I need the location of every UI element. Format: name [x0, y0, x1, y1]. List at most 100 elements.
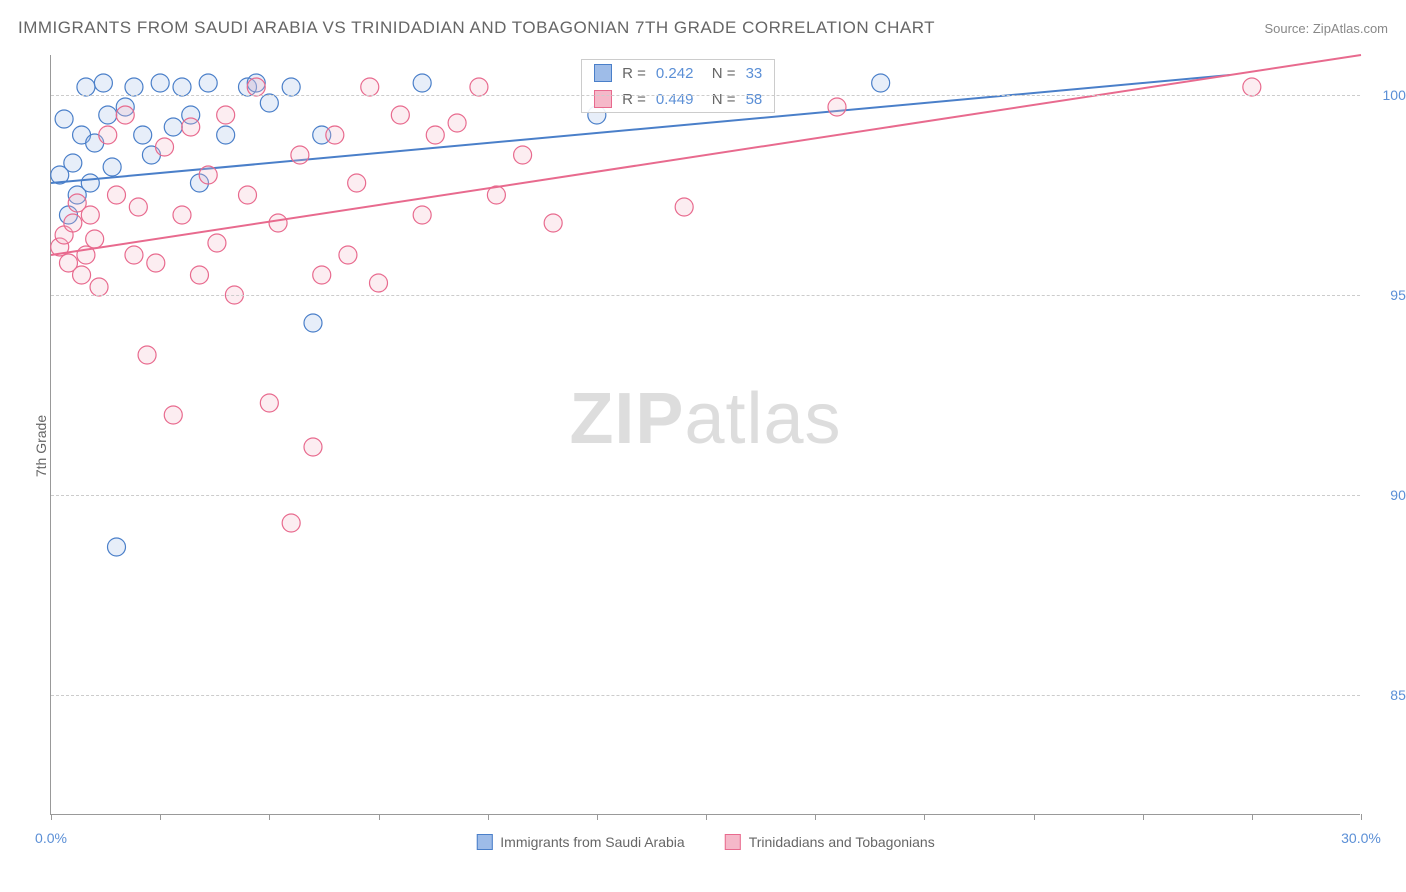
- data-point: [675, 198, 693, 216]
- stats-n-label: N =: [703, 65, 735, 82]
- data-point: [291, 146, 309, 164]
- data-point: [370, 274, 388, 292]
- ytick-label: 90.0%: [1370, 487, 1406, 503]
- data-point: [247, 78, 265, 96]
- data-point: [116, 106, 134, 124]
- stats-r-label: R =: [622, 65, 646, 82]
- data-point: [103, 158, 121, 176]
- xtick: [1361, 814, 1362, 820]
- data-point: [173, 78, 191, 96]
- data-point: [199, 166, 217, 184]
- data-point: [361, 78, 379, 96]
- data-point: [99, 106, 117, 124]
- data-point: [156, 138, 174, 156]
- plot-area: ZIPatlas R = 0.242 N = 33R = 0.449 N = 5…: [50, 55, 1360, 815]
- data-point: [77, 78, 95, 96]
- data-point: [182, 118, 200, 136]
- xtick-label: 30.0%: [1341, 830, 1381, 846]
- stats-r-value: 0.242: [656, 65, 694, 82]
- data-point: [1243, 78, 1261, 96]
- stats-n-label: N =: [703, 91, 735, 108]
- data-point: [217, 126, 235, 144]
- xtick: [269, 814, 270, 820]
- data-point: [147, 254, 165, 272]
- legend-swatch: [476, 834, 492, 850]
- data-point: [326, 126, 344, 144]
- legend-swatch: [725, 834, 741, 850]
- data-point: [514, 146, 532, 164]
- plot-svg: [51, 55, 1360, 814]
- xtick: [51, 814, 52, 820]
- xtick: [1143, 814, 1144, 820]
- xtick: [706, 814, 707, 820]
- data-point: [544, 214, 562, 232]
- data-point: [164, 406, 182, 424]
- stats-swatch: [594, 90, 612, 108]
- data-point: [151, 74, 169, 92]
- data-point: [125, 78, 143, 96]
- ytick-label: 95.0%: [1370, 287, 1406, 303]
- data-point: [73, 266, 91, 284]
- stats-row: R = 0.449 N = 58: [582, 86, 774, 112]
- data-point: [426, 126, 444, 144]
- xtick: [379, 814, 380, 820]
- legend-item: Trinidadians and Tobagonians: [725, 834, 935, 850]
- data-point: [199, 74, 217, 92]
- data-point: [108, 186, 126, 204]
- data-point: [64, 154, 82, 172]
- stats-row: R = 0.242 N = 33: [582, 60, 774, 86]
- xtick: [160, 814, 161, 820]
- gridline: [51, 495, 1360, 496]
- data-point: [260, 94, 278, 112]
- data-point: [260, 394, 278, 412]
- xtick: [597, 814, 598, 820]
- data-point: [55, 110, 73, 128]
- xtick: [924, 814, 925, 820]
- data-point: [269, 214, 287, 232]
- xtick-label: 0.0%: [35, 830, 67, 846]
- data-point: [828, 98, 846, 116]
- data-point: [282, 78, 300, 96]
- data-point: [138, 346, 156, 364]
- gridline: [51, 695, 1360, 696]
- stats-n-value: 33: [746, 65, 763, 82]
- data-point: [872, 74, 890, 92]
- data-point: [190, 266, 208, 284]
- data-point: [348, 174, 366, 192]
- legend-item: Immigrants from Saudi Arabia: [476, 834, 684, 850]
- data-point: [282, 514, 300, 532]
- data-point: [164, 118, 182, 136]
- ytick-label: 100.0%: [1370, 87, 1406, 103]
- data-point: [86, 230, 104, 248]
- xtick: [1252, 814, 1253, 820]
- data-point: [81, 206, 99, 224]
- source-label: Source: ZipAtlas.com: [1264, 21, 1388, 36]
- data-point: [134, 126, 152, 144]
- data-point: [413, 74, 431, 92]
- data-point: [448, 114, 466, 132]
- data-point: [339, 246, 357, 264]
- data-point: [173, 206, 191, 224]
- data-point: [129, 198, 147, 216]
- ytick-label: 85.0%: [1370, 687, 1406, 703]
- gridline: [51, 95, 1360, 96]
- data-point: [208, 234, 226, 252]
- xtick: [815, 814, 816, 820]
- data-point: [81, 174, 99, 192]
- data-point: [94, 74, 112, 92]
- data-point: [108, 538, 126, 556]
- data-point: [99, 126, 117, 144]
- xtick: [488, 814, 489, 820]
- stats-legend-box: R = 0.242 N = 33R = 0.449 N = 58: [581, 59, 775, 113]
- data-point: [313, 266, 331, 284]
- xtick: [1034, 814, 1035, 820]
- data-point: [217, 106, 235, 124]
- stats-n-value: 58: [746, 91, 763, 108]
- data-point: [239, 186, 257, 204]
- legend-label: Trinidadians and Tobagonians: [749, 834, 935, 850]
- stats-swatch: [594, 64, 612, 82]
- bottom-legend: Immigrants from Saudi Arabia Trinidadians…: [476, 834, 934, 850]
- data-point: [125, 246, 143, 264]
- data-point: [304, 314, 322, 332]
- data-point: [90, 278, 108, 296]
